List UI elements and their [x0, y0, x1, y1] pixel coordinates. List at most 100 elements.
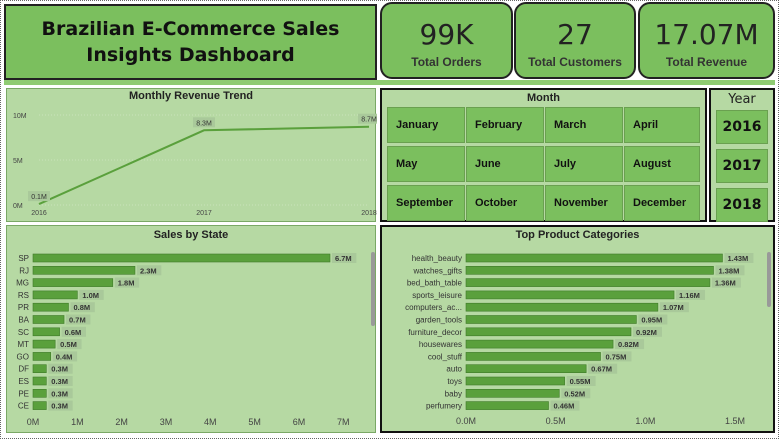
- month-option-january[interactable]: January: [387, 107, 465, 143]
- month-option-july[interactable]: July: [545, 146, 623, 182]
- category-label: RS: [18, 291, 29, 300]
- kpi-card-total-customers[interactable]: 27 Total Customers: [514, 2, 636, 79]
- data-label: 0.67M: [591, 365, 612, 374]
- x-tick-label: 5M: [248, 417, 261, 427]
- bar[interactable]: [465, 265, 714, 275]
- data-label-bg: [48, 363, 73, 374]
- bar[interactable]: [32, 265, 136, 275]
- bar[interactable]: [465, 302, 659, 312]
- kpi-card-total-revenue[interactable]: 17.07M Total Revenue: [638, 2, 775, 79]
- category-label: DF: [18, 365, 29, 374]
- y-tick-label: 5M: [13, 158, 23, 165]
- top-categories-panel[interactable]: Top Product Categories 0.0M 0.5M 1.0M 1.5M h…: [380, 225, 775, 433]
- month-option-october[interactable]: October: [466, 185, 544, 221]
- category-label: toys: [447, 377, 462, 386]
- bar[interactable]: [32, 253, 331, 263]
- category-label: perfumery: [426, 402, 462, 411]
- data-label-bg: [48, 376, 73, 386]
- month-option-september[interactable]: September: [387, 185, 465, 221]
- month-option-march[interactable]: March: [545, 107, 623, 143]
- revenue-line-chart: 0M 5M 10M 2016 2017 2018 0.1M 8.3M 8.7M: [13, 113, 377, 217]
- category-label: bed_bath_table: [407, 279, 463, 288]
- bar[interactable]: [465, 253, 723, 263]
- bar[interactable]: [465, 376, 565, 386]
- year-option-2017[interactable]: 2017: [716, 149, 768, 183]
- category-label: sports_leisure: [412, 291, 462, 300]
- kpi-card-total-orders[interactable]: 99K Total Orders: [380, 2, 513, 79]
- x-tick-label: 2016: [31, 210, 47, 217]
- category-label: ES: [18, 377, 29, 386]
- x-tick-label: 6M: [293, 417, 306, 427]
- month-option-december[interactable]: December: [624, 185, 700, 221]
- bar[interactable]: [465, 290, 675, 300]
- sales-by-state-panel[interactable]: Sales by State 0M 1M 2M 3M 4M 5M 6M 7M SP 6.7M RJ 2…: [6, 225, 376, 433]
- data-label-bg: [48, 400, 73, 411]
- month-option-may[interactable]: May: [387, 146, 465, 182]
- data-label: 0.3M: [51, 389, 68, 398]
- bar[interactable]: [32, 389, 47, 398]
- bar[interactable]: [32, 327, 60, 337]
- bar[interactable]: [465, 278, 711, 287]
- category-label: auto: [446, 365, 462, 374]
- category-label: CE: [18, 402, 29, 411]
- bar[interactable]: [465, 315, 637, 324]
- data-label-bg: [632, 326, 662, 337]
- bar[interactable]: [465, 352, 601, 361]
- bar[interactable]: [32, 401, 47, 410]
- x-tick-label: 1.0M: [635, 416, 655, 426]
- chart-title: Top Product Categories: [515, 229, 640, 241]
- month-option-june[interactable]: June: [466, 146, 544, 182]
- month-option-november[interactable]: November: [545, 185, 623, 221]
- month-option-february[interactable]: February: [466, 107, 544, 143]
- data-label-bg: [588, 363, 618, 374]
- slicer-title: Month: [527, 92, 560, 104]
- x-tick-label: 0M: [27, 417, 40, 427]
- data-label: 1.43M: [727, 254, 748, 263]
- data-label-bg: [193, 117, 215, 128]
- category-label: cool_stuff: [428, 352, 463, 361]
- bar[interactable]: [32, 302, 69, 312]
- month-option-august[interactable]: August: [624, 146, 700, 182]
- data-label: 0.5M: [60, 340, 77, 349]
- bar[interactable]: [32, 339, 56, 349]
- bar[interactable]: [465, 327, 632, 337]
- y-tick-label: 10M: [13, 113, 27, 120]
- bar[interactable]: [32, 278, 114, 287]
- year-option-2016[interactable]: 2016: [716, 110, 768, 144]
- data-label: 1.0M: [82, 291, 99, 300]
- kpi-value: 99K: [419, 18, 474, 51]
- x-tick-label: 2017: [196, 210, 212, 217]
- year-option-2018[interactable]: 2018: [716, 188, 768, 222]
- data-label: 0.95M: [641, 316, 662, 325]
- data-label-bg: [57, 339, 82, 350]
- kpi-label: Total Revenue: [665, 55, 748, 69]
- scrollbar[interactable]: [767, 252, 771, 307]
- data-label: 0.75M: [606, 352, 627, 361]
- month-option-april[interactable]: April: [624, 107, 700, 143]
- bar[interactable]: [32, 364, 47, 373]
- data-label-bg: [602, 351, 632, 362]
- data-label: 0.7M: [69, 316, 86, 325]
- kpi-label: Total Orders: [411, 55, 482, 69]
- data-label-bg: [331, 253, 357, 263]
- dashboard-title: Brazilian E-Commerce Sales Insights Dash…: [41, 18, 340, 66]
- data-label-bg: [676, 289, 706, 300]
- data-label: 1.36M: [715, 279, 736, 288]
- bar[interactable]: [465, 339, 614, 349]
- scrollbar[interactable]: [371, 252, 375, 326]
- bar[interactable]: [32, 352, 52, 361]
- x-tick-label: 7M: [337, 417, 350, 427]
- bar[interactable]: [32, 290, 78, 300]
- kpi-value: 27: [557, 18, 593, 51]
- bar[interactable]: [32, 315, 65, 324]
- data-label: 8.3M: [196, 120, 212, 127]
- bar[interactable]: [465, 401, 549, 410]
- bar[interactable]: [465, 364, 587, 373]
- data-label-bg: [715, 265, 745, 276]
- bar[interactable]: [465, 389, 560, 398]
- x-tick-label: 0.5M: [546, 416, 566, 426]
- header-divider: [4, 80, 775, 85]
- monthly-revenue-panel[interactable]: Monthly Revenue Trend 0M 5M 10M 2016 2017 201…: [6, 88, 377, 222]
- bar[interactable]: [32, 376, 47, 386]
- x-tick-label: 4M: [204, 417, 217, 427]
